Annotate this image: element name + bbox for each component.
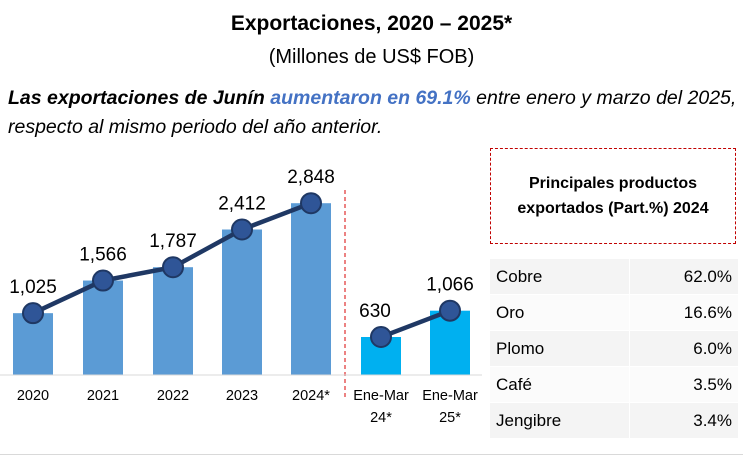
- x-tick-label: 2023: [225, 388, 259, 404]
- table-cell: 3.4%: [628, 402, 738, 439]
- table-cell: Café: [490, 366, 630, 403]
- data-label: 2,848: [287, 167, 335, 188]
- table-cell: Plomo: [490, 330, 630, 367]
- data-label: 1,566: [79, 245, 127, 266]
- x-tick-label: 2021: [86, 388, 120, 404]
- divider: [0, 454, 743, 455]
- table-cell: Oro: [490, 294, 630, 331]
- table-title: Principales productos exportados (Part.%…: [490, 148, 736, 244]
- table-row: Jengibre 3.4%: [490, 402, 738, 439]
- note: Las exportaciones de Junín aumentaron en…: [8, 84, 738, 142]
- marker: [300, 192, 322, 215]
- table-cell: 62.0%: [628, 259, 738, 295]
- bar: [83, 280, 123, 375]
- table-cell: 16.6%: [628, 294, 738, 331]
- bar: [153, 267, 193, 375]
- line: [380, 308, 451, 340]
- note-text: entre enero y marzo del 2025, respecto a…: [8, 87, 737, 138]
- x-tick-label: Ene-Mar 25*: [422, 388, 478, 426]
- data-label: 2,412: [218, 194, 266, 215]
- x-tick-label: Ene-Mar 24*: [353, 388, 409, 426]
- note-text: Las exportaciones de Junín: [8, 87, 265, 109]
- x-tick-label: 2024*: [292, 388, 330, 404]
- data-label: 630: [359, 301, 391, 322]
- marker: [370, 325, 392, 348]
- note-highlight: aumentaron en 69.1%: [270, 87, 471, 109]
- bar: [222, 229, 262, 375]
- data-label: 1,066: [426, 275, 474, 296]
- data-label: 1,025: [9, 277, 57, 298]
- table-cell: Cobre: [490, 259, 630, 295]
- table-row: Cobre 62.0%: [490, 259, 738, 295]
- x-tick-label: 2022: [156, 388, 190, 404]
- marker: [162, 256, 184, 279]
- data-label: 1,787: [149, 231, 197, 252]
- table-row: Oro 16.6%: [490, 294, 738, 331]
- bar: [291, 203, 331, 375]
- marker: [231, 218, 253, 241]
- table: Cobre 62.0% Oro 16.6% Plomo 6.0% Café 3.5% Jengi…: [490, 259, 738, 439]
- marker: [92, 269, 114, 292]
- table-row: Plomo 6.0%: [490, 330, 738, 367]
- table-cell: Jengibre: [490, 402, 630, 439]
- chart-title: Exportaciones, 2020 – 2025*: [230, 12, 513, 35]
- table-row: Café 3.5%: [490, 366, 738, 403]
- table-cell: 3.5%: [628, 366, 738, 403]
- marker: [22, 302, 44, 325]
- x-tick-label: 2020: [16, 388, 50, 404]
- marker: [439, 299, 461, 322]
- chart-subtitle: (Millones de US$ FOB): [268, 46, 475, 68]
- table-cell: 6.0%: [628, 330, 738, 367]
